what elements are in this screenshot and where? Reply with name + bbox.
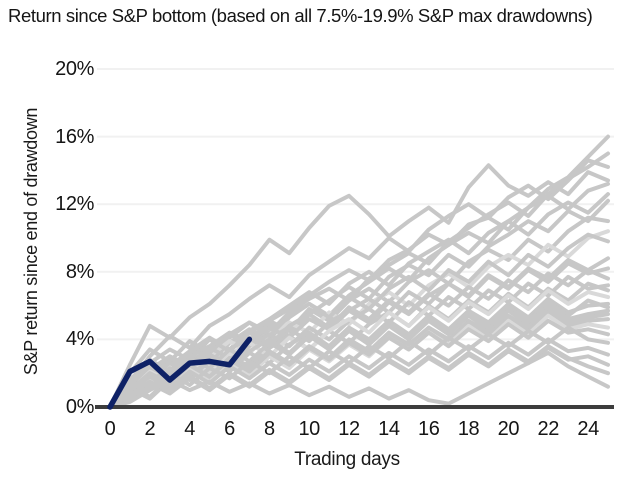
- x-tick-label: 0: [104, 418, 116, 440]
- x-tick-label: 2: [144, 418, 156, 440]
- y-tick-label: 0%: [65, 396, 95, 418]
- x-tick-label: 20: [497, 418, 520, 440]
- y-tick-label: 20%: [55, 58, 94, 80]
- x-tick-label: 12: [338, 418, 360, 440]
- recovery-path-line: [108, 163, 610, 409]
- x-tick-label: 22: [537, 418, 560, 440]
- chart-title: Return since S&P bottom (based on all 7.…: [8, 5, 593, 26]
- y-tick-label: 8%: [65, 260, 95, 283]
- x-tick-label: 4: [184, 418, 196, 440]
- current-recovery-line: [107, 336, 253, 410]
- x-tick-label: 18: [457, 418, 480, 440]
- x-tick-label: 10: [298, 418, 320, 440]
- x-tick-label: 14: [378, 418, 400, 440]
- y-tick-label: 12%: [55, 193, 94, 216]
- recovery-path-line: [108, 337, 610, 409]
- recovery-path-line: [108, 350, 610, 409]
- y-tick-label: 16%: [55, 125, 94, 148]
- y-tick-label: 4%: [65, 328, 95, 351]
- x-axis-title: Trading days: [294, 449, 400, 470]
- x-tick-label: 24: [577, 418, 599, 440]
- recovery-path-line: [108, 344, 610, 409]
- recovery-path-line: [108, 303, 610, 409]
- recovery-path-line: [108, 215, 610, 409]
- x-tick-label: 8: [263, 418, 275, 440]
- x-tick-label: 6: [224, 418, 235, 440]
- x-tick-label: 16: [417, 418, 440, 440]
